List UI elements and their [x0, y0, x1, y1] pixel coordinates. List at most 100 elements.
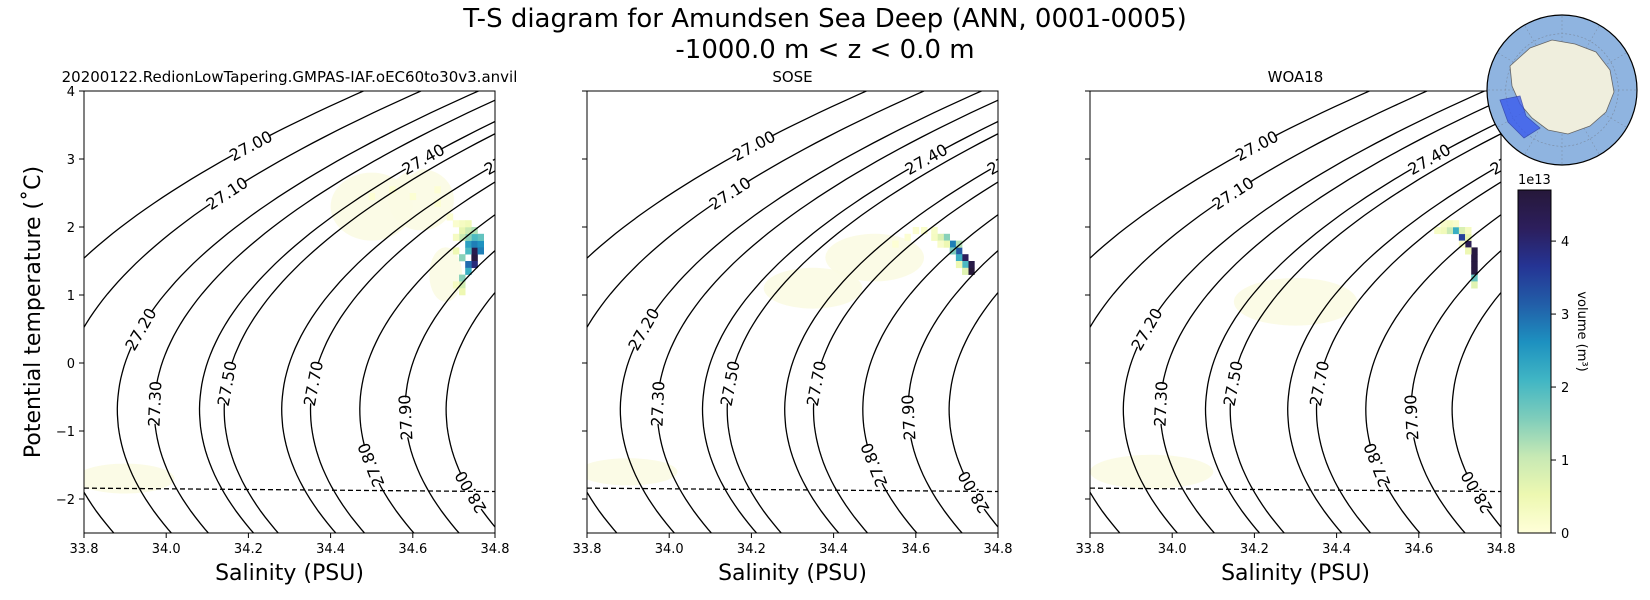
heatmap-cell: [465, 233, 472, 241]
contour-label-bg: [229, 128, 273, 162]
heatmap-cell: [1465, 247, 1472, 255]
density-contour: [1122, 91, 1487, 533]
colorbar-tick-label: 3: [1561, 308, 1569, 323]
density-contour: [1159, 99, 1501, 533]
contour-label: 27.80: [1360, 440, 1394, 490]
heatmap-cell: [955, 240, 963, 248]
density-contour: [1090, 91, 1429, 533]
contour-label: 27.00: [1232, 127, 1281, 165]
contour-label-bg: [708, 175, 751, 211]
x-tick-label: 34.2: [737, 542, 766, 557]
density-contour: [862, 213, 998, 533]
heatmap-cell: [1465, 240, 1472, 248]
heatmap-cell: [1440, 220, 1447, 228]
heatmap-cell: [943, 240, 951, 248]
contour-label: 27.00: [729, 127, 778, 165]
density-contour: [726, 133, 998, 533]
heatmap-cell: [459, 274, 466, 282]
density-contour: [223, 133, 495, 533]
heatmap-cell: [1434, 227, 1441, 235]
y-tick-label: −2: [56, 493, 75, 508]
y-tick-label: 2: [67, 221, 75, 236]
heatmap-cell: [389, 186, 396, 194]
contour-label-bg: [396, 396, 415, 438]
y-tick-label: 1: [67, 289, 75, 304]
contour-label-bg: [899, 396, 918, 438]
density-contour: [587, 91, 926, 533]
y-tick-label: 3: [67, 153, 75, 168]
heatmap-cell: [452, 247, 460, 255]
contour-label-bg: [1407, 142, 1451, 176]
contour-label: 27.20: [1127, 305, 1166, 354]
contour-label: 27.90: [898, 394, 919, 441]
x-tick-label: 33.8: [573, 542, 602, 557]
heatmap-cell: [446, 213, 454, 221]
heatmap-cell: [904, 233, 911, 241]
heatmap-cell: [1465, 227, 1472, 235]
heatmap-cell: [459, 254, 466, 262]
heatmap-cell: [912, 227, 920, 235]
x-tick-label: 34.2: [1240, 542, 1269, 557]
x-tick-label: 33.8: [70, 542, 99, 557]
heatmap-cell: [1458, 240, 1466, 248]
contour-label-bg: [215, 362, 239, 405]
density-contour: [309, 181, 495, 533]
contour-label: 27.90: [395, 394, 416, 441]
heatmap-cell: [452, 281, 460, 289]
x-tick-label: 34.6: [398, 542, 427, 557]
x-tick-label: 34.8: [984, 542, 1013, 557]
colorbar: 0 1 2 3 4 1e13 volume (m³): [1517, 173, 1589, 542]
contour-label-bg: [1361, 443, 1392, 487]
contour-label-bg: [626, 307, 661, 351]
heatmap-cell: [962, 261, 969, 269]
density-contour: [153, 99, 495, 533]
contour-label: 27.70: [1306, 359, 1333, 408]
density-contour: [1229, 133, 1501, 533]
contour-label-bg: [205, 175, 248, 211]
density-contour: [1090, 91, 1372, 260]
heatmap-cell: [465, 220, 472, 228]
x-tick-label: 34.0: [655, 542, 684, 557]
low-volume-haze: [1090, 454, 1214, 489]
contour-label-bg: [401, 142, 445, 176]
heatmap-cell: [1446, 220, 1454, 228]
x-tick-label: 34.4: [1322, 542, 1351, 557]
heatmap-cell: [1465, 233, 1472, 241]
low-volume-haze: [1233, 278, 1358, 326]
heatmap-cell: [471, 233, 478, 241]
heatmap-cell: [937, 240, 944, 248]
density-contour: [84, 91, 423, 533]
density-contour: [619, 91, 984, 533]
contour-label: 27.50: [1220, 359, 1247, 408]
contour-label-bg: [1129, 307, 1164, 351]
contour-label-bg: [1307, 362, 1331, 405]
contour-label-bg: [1221, 362, 1245, 405]
density-contour: [907, 249, 998, 533]
heatmap-cell: [459, 288, 466, 296]
x-tick-label: 33.8: [1076, 542, 1105, 557]
density-contour: [116, 91, 481, 533]
contour-label-bg: [648, 383, 667, 425]
density-contour: [948, 291, 998, 529]
colorbar-tick-label: 2: [1561, 381, 1569, 396]
panel-subtitle: 20200122.RedionLowTapering.GMPAS-IAF.oEC…: [62, 68, 518, 86]
heatmap-cell: [949, 240, 957, 248]
heatmap-cell: [465, 227, 472, 235]
low-volume-haze: [763, 267, 863, 309]
heatmap-cell: [465, 247, 472, 255]
x-tick-label: 34.0: [152, 542, 181, 557]
heatmap-cell: [452, 220, 460, 228]
heatmap-cell: [955, 247, 963, 255]
contour-label: 27.70: [803, 359, 830, 408]
heatmap-cell: [459, 233, 466, 241]
contour-label: 27.50: [717, 359, 744, 408]
heatmap-cell: [1452, 220, 1460, 228]
x-tick-label: 34.2: [234, 542, 263, 557]
contour-label-bg: [956, 470, 991, 514]
contour-label-bg: [732, 128, 776, 162]
y-tick-label: −1: [56, 425, 75, 440]
density-contour: [1315, 181, 1501, 533]
contour-label: 27.70: [300, 359, 327, 408]
contour-label-bg: [1402, 396, 1421, 438]
